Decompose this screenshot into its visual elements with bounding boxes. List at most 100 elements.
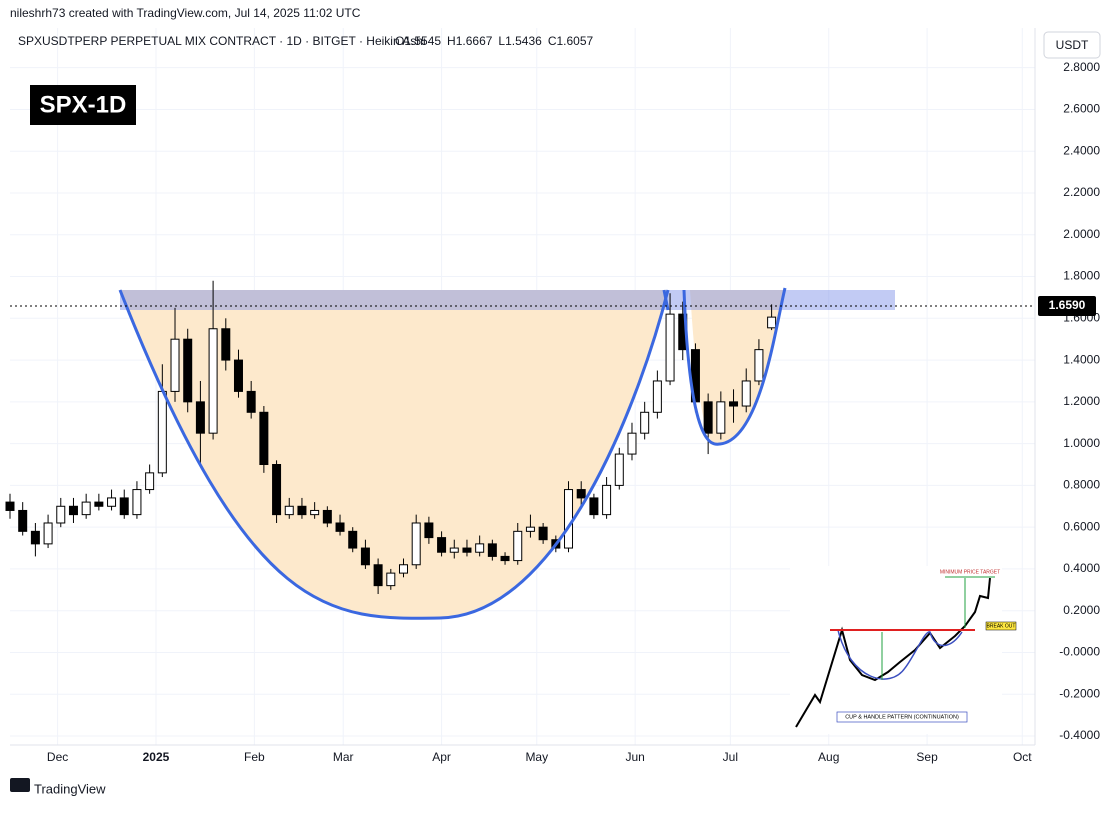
candle-body bbox=[424, 522, 434, 539]
y-tick-label: -0.0000 bbox=[1059, 645, 1100, 659]
y-tick-label: 2.4000 bbox=[1063, 143, 1100, 157]
y-tick-label: -0.2000 bbox=[1059, 686, 1100, 700]
inset-price bbox=[795, 577, 991, 728]
brand: TradingView bbox=[34, 781, 106, 796]
y-tick-label: 0.6000 bbox=[1063, 519, 1100, 533]
candle-body bbox=[564, 489, 574, 549]
candle-body bbox=[284, 505, 294, 516]
y-tick-label: 2.2000 bbox=[1063, 185, 1100, 199]
x-tick-label: Jun bbox=[625, 750, 644, 764]
candle-body bbox=[107, 497, 117, 507]
resistance-zone bbox=[120, 290, 895, 310]
candle-body bbox=[335, 522, 345, 532]
candle-body bbox=[729, 401, 739, 407]
ohlc-value: L1.5436 bbox=[498, 34, 542, 48]
candle-body bbox=[30, 530, 40, 545]
y-tick-label: -0.4000 bbox=[1059, 728, 1100, 742]
candle-body bbox=[157, 390, 167, 474]
candle-body bbox=[398, 564, 408, 574]
x-tick-label: Jul bbox=[723, 750, 738, 764]
currency-button[interactable] bbox=[1043, 31, 1101, 59]
symbol: SPXUSDTPERP PERPETUAL MIX CONTRACT · 1D … bbox=[18, 34, 426, 48]
candle-body bbox=[183, 338, 193, 403]
candle-body bbox=[297, 505, 307, 516]
candle-body bbox=[487, 543, 497, 557]
candle-body bbox=[348, 530, 358, 549]
y-tick-label: 0.4000 bbox=[1063, 561, 1100, 575]
candle-body bbox=[767, 316, 777, 329]
credit: nileshrh73 created with TradingView.com,… bbox=[10, 6, 361, 20]
candle-body bbox=[411, 522, 421, 566]
candle-body bbox=[627, 432, 637, 455]
candle-body bbox=[310, 509, 320, 516]
candle-body bbox=[437, 537, 447, 553]
cup-curve bbox=[118, 289, 670, 620]
candle-body bbox=[538, 526, 548, 541]
handle-curve bbox=[662, 287, 787, 446]
cup-fill bbox=[120, 290, 785, 619]
price-label: 1.6590 bbox=[1049, 298, 1086, 312]
ohlc-value: H1.6667 bbox=[447, 34, 493, 48]
y-tick-label: 0.2000 bbox=[1063, 603, 1100, 617]
candle-body bbox=[119, 497, 129, 516]
candle-body bbox=[18, 509, 28, 532]
y-tick-label: 1.2000 bbox=[1063, 394, 1100, 408]
candle-body bbox=[259, 411, 269, 466]
inset-breakout: BREAK OUT bbox=[987, 623, 1016, 629]
candle-body bbox=[208, 328, 218, 434]
candle-body bbox=[741, 380, 751, 407]
candle-body bbox=[614, 453, 624, 486]
candle-body bbox=[513, 530, 523, 562]
y-tick-label: 0.8000 bbox=[1063, 478, 1100, 492]
candle-body bbox=[81, 501, 91, 516]
ohlc-value: O1.5545 bbox=[395, 34, 441, 48]
badge-bg bbox=[30, 85, 136, 125]
candle-body bbox=[94, 501, 104, 507]
candle-body bbox=[703, 401, 713, 434]
candle-body bbox=[525, 526, 535, 532]
x-tick-label: Aug bbox=[818, 750, 839, 764]
candle-body bbox=[754, 349, 764, 382]
inset-title: CUP & HANDLE PATTERN (CONTINUATION) bbox=[845, 714, 959, 720]
y-tick-label: 1.4000 bbox=[1063, 352, 1100, 366]
inset-breakout-box bbox=[985, 621, 1017, 631]
candle-body bbox=[68, 505, 78, 516]
y-tick-label: 2.0000 bbox=[1063, 227, 1100, 241]
y-tick-label: 1.0000 bbox=[1063, 436, 1100, 450]
ohlc-value: C1.6057 bbox=[548, 34, 594, 48]
candle-body bbox=[360, 547, 370, 566]
candle-body bbox=[43, 522, 53, 545]
candle-body bbox=[322, 509, 332, 524]
candle-body bbox=[652, 380, 662, 413]
x-tick-label: 2025 bbox=[143, 750, 170, 764]
candle-body bbox=[5, 501, 15, 511]
candle-body bbox=[716, 401, 726, 434]
price-tag bbox=[1038, 295, 1096, 316]
x-tick-label: May bbox=[525, 750, 548, 764]
y-tick-label: 2.6000 bbox=[1063, 102, 1100, 116]
candle-body bbox=[589, 497, 599, 516]
candle-body bbox=[132, 489, 142, 516]
currency[interactable]: USDT bbox=[1056, 38, 1089, 52]
candle-body bbox=[602, 484, 612, 516]
inset-cup bbox=[837, 629, 963, 680]
logo bbox=[10, 778, 30, 792]
candle-body bbox=[145, 472, 155, 491]
candle-body bbox=[462, 547, 472, 553]
candle-body bbox=[665, 313, 675, 382]
candle-body bbox=[386, 572, 396, 587]
candle-body bbox=[475, 543, 485, 553]
ohlc: O1.5545 H1.6667 L1.5436 C1.6057 bbox=[395, 34, 594, 48]
candle-body bbox=[221, 328, 231, 361]
candle-body bbox=[56, 505, 66, 524]
candle-body bbox=[576, 489, 586, 499]
y-tick-label: 2.8000 bbox=[1063, 60, 1100, 74]
x-tick-label: Oct bbox=[1013, 750, 1032, 764]
inset-bg bbox=[790, 566, 1002, 734]
x-tick-label: Mar bbox=[333, 750, 354, 764]
candle-body bbox=[170, 338, 180, 392]
badge: SPX-1D bbox=[40, 91, 127, 118]
candle-body bbox=[233, 359, 243, 392]
candle-body bbox=[195, 401, 205, 434]
